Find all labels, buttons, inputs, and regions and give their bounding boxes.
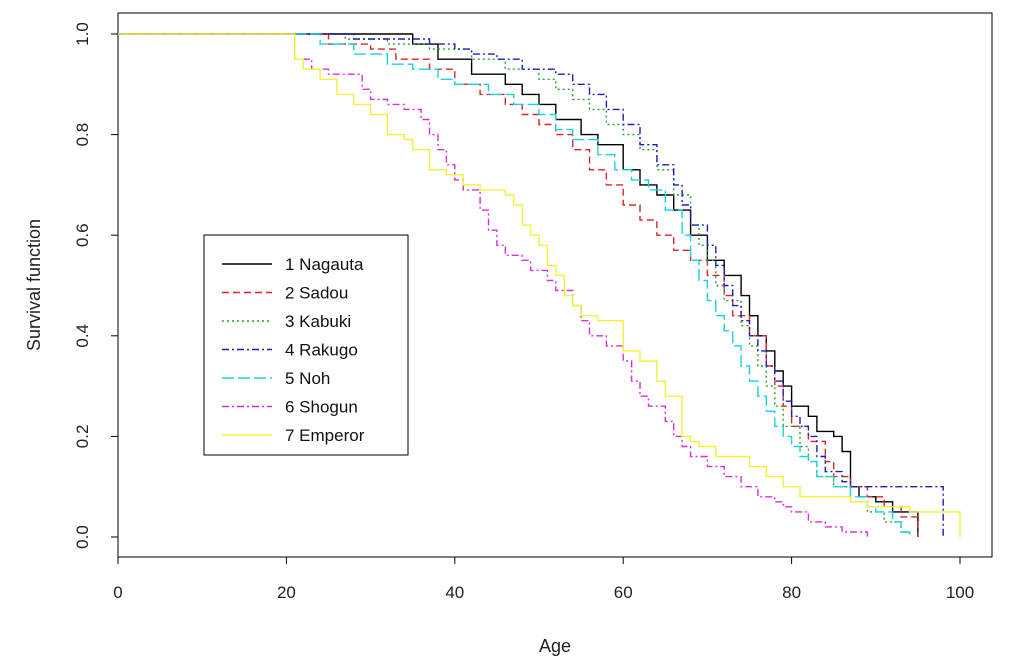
x-tick-label: 0 [113,583,122,602]
y-tick-label: 0.8 [73,123,92,147]
legend: 1 Nagauta 2 Sadou 3 Kabuki 4 Rakugo 5 Noh 6 S… [203,234,409,456]
legend-label: 4 Rakugo [285,341,358,360]
series-line-2 [118,33,919,537]
y-axis-title: Survival function [24,219,44,351]
legend-box [203,234,409,456]
y-tick-label: 0.0 [73,525,92,549]
legend-label: 7 Emperor [285,426,365,445]
legend-label: 5 Noh [285,369,330,388]
legend-label: 2 Sadou [285,284,348,303]
y-tick-label: 0.6 [73,223,92,247]
series-layer [118,33,961,537]
x-tick-label: 60 [614,583,633,602]
y-tick-label: 0.2 [73,425,92,449]
y-tick-label: 0.4 [73,324,92,348]
x-tick-label: 100 [946,583,974,602]
x-tick-label: 40 [445,583,464,602]
x-axis-title: Age [539,636,571,656]
y-tick-label: 1.0 [73,22,92,46]
legend-label: 3 Kabuki [285,312,351,331]
ticks-layer: 0 20 40 60 80 100 0.0 0.2 0.4 0.6 0.8 1.0 [73,22,974,602]
plot-frame [117,12,993,558]
x-tick-label: 20 [277,583,296,602]
legend-label: 6 Shogun [285,398,358,417]
series-line-4 [118,33,944,537]
x-tick-label: 80 [782,583,801,602]
series-line-7 [118,33,961,537]
series-line-5 [118,33,911,537]
legend-label: 1 Nagauta [285,255,364,274]
